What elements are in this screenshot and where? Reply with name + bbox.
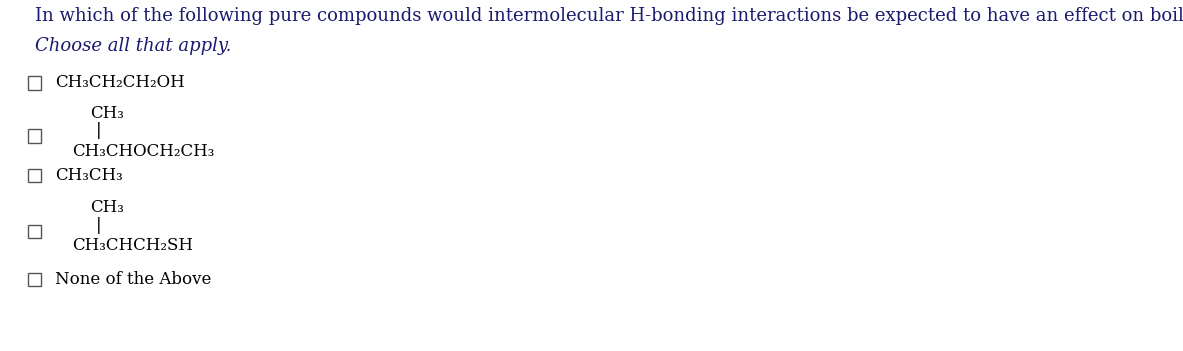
Text: CH₃: CH₃ xyxy=(90,199,124,216)
Text: CH₃: CH₃ xyxy=(90,105,124,121)
Text: |: | xyxy=(96,122,101,139)
FancyBboxPatch shape xyxy=(28,77,41,90)
Text: CH₃CHCH₂SH: CH₃CHCH₂SH xyxy=(72,237,193,253)
Text: In which of the following pure compounds would intermolecular H-bonding interact: In which of the following pure compounds… xyxy=(35,7,1183,25)
FancyBboxPatch shape xyxy=(28,170,41,183)
Text: Choose all that apply.: Choose all that apply. xyxy=(35,37,232,55)
Text: None of the Above: None of the Above xyxy=(54,271,212,287)
FancyBboxPatch shape xyxy=(28,130,41,143)
FancyBboxPatch shape xyxy=(28,272,41,285)
Text: CH₃CH₂CH₂OH: CH₃CH₂CH₂OH xyxy=(54,74,185,92)
FancyBboxPatch shape xyxy=(28,225,41,238)
Text: CH₃CHOCH₂CH₃: CH₃CHOCH₂CH₃ xyxy=(72,143,214,159)
Text: |: | xyxy=(96,217,101,233)
Text: CH₃CH₃: CH₃CH₃ xyxy=(54,167,123,185)
